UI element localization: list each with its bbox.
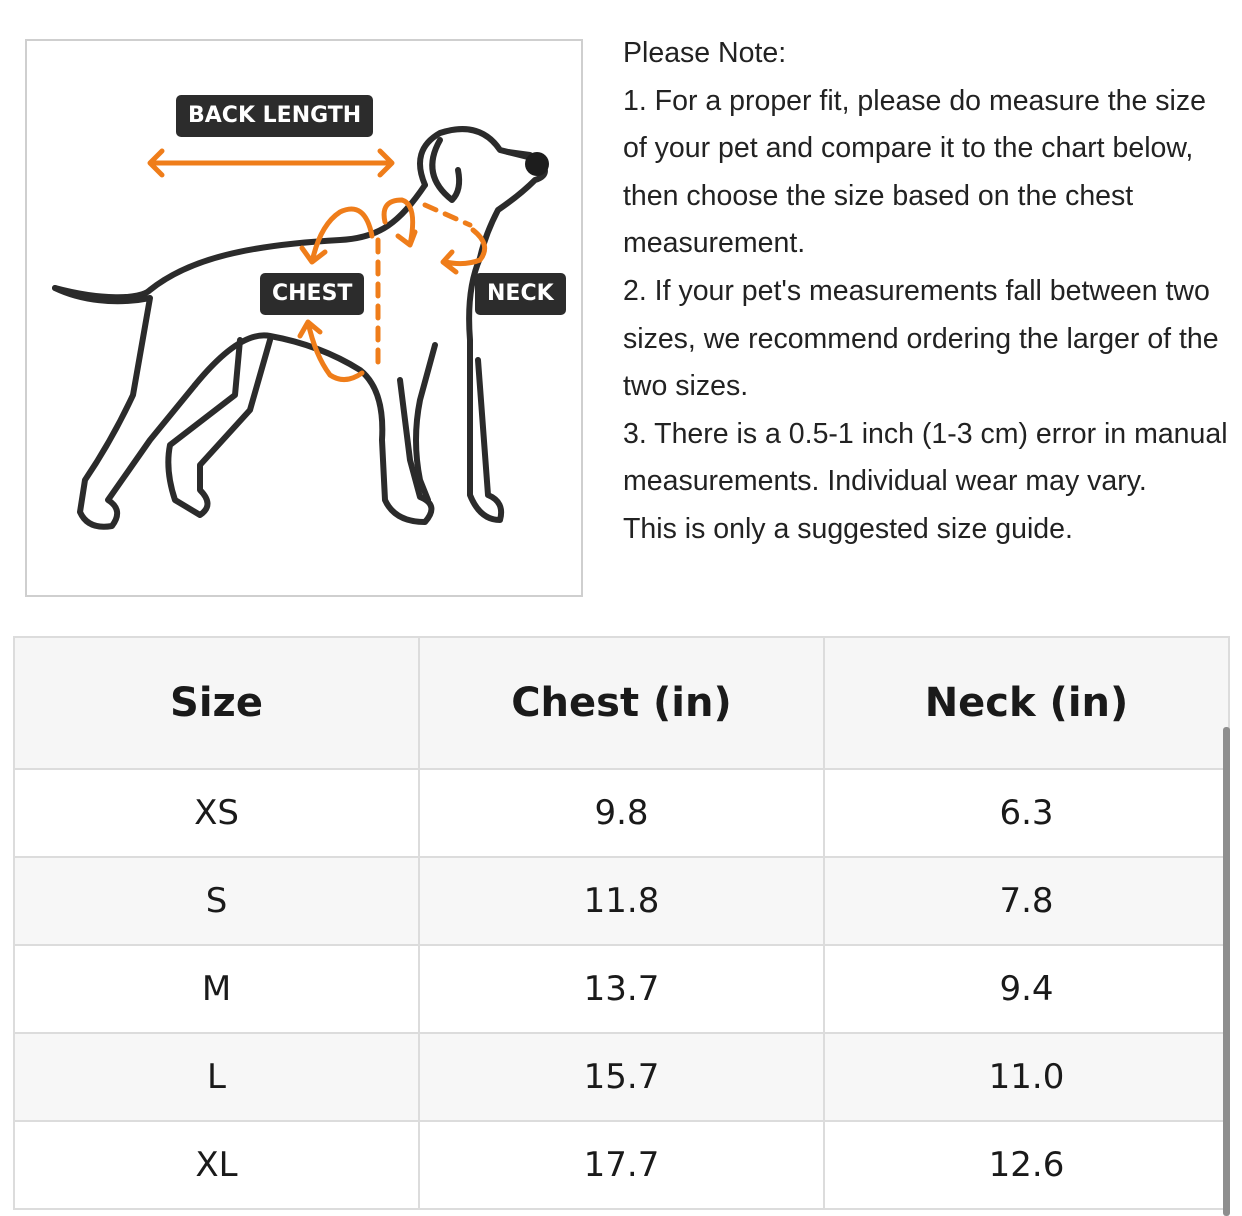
note-item: 1. For a proper fit, please do measure t… bbox=[623, 84, 1206, 260]
table-row: L 15.7 11.0 bbox=[13, 1032, 1230, 1122]
cell-chest: 11.8 bbox=[418, 856, 825, 946]
dog-outline-illustration bbox=[52, 126, 549, 530]
cell-neck: 11.0 bbox=[823, 1032, 1230, 1122]
nose-icon bbox=[525, 152, 549, 176]
cell-neck: 9.4 bbox=[823, 944, 1230, 1034]
table-header-row: Size Chest (in) Neck (in) bbox=[13, 636, 1230, 770]
cell-chest: 13.7 bbox=[418, 944, 825, 1034]
table-row: XS 9.8 6.3 bbox=[13, 768, 1230, 858]
header-size: Size bbox=[13, 636, 420, 770]
cell-size: XS bbox=[13, 768, 420, 858]
note-item: This is only a suggested size guide. bbox=[623, 512, 1073, 545]
neck-label: NECK bbox=[475, 273, 566, 315]
back-length-label: BACK LENGTH bbox=[176, 95, 374, 137]
dog-measurement-diagram: BACK LENGTH CHEST NECK bbox=[25, 39, 583, 597]
chest-label: CHEST bbox=[260, 273, 365, 315]
cell-size: L bbox=[13, 1032, 420, 1122]
header-neck: Neck (in) bbox=[823, 636, 1230, 770]
note-item: 3. There is a 0.5-1 inch (1-3 cm) error … bbox=[623, 417, 1228, 498]
cell-chest: 17.7 bbox=[418, 1120, 825, 1210]
table-row: XL 17.7 12.6 bbox=[13, 1120, 1230, 1210]
header-chest: Chest (in) bbox=[418, 636, 825, 770]
size-notes: Please Note: 1. For a proper fit, please… bbox=[623, 30, 1233, 554]
measurement-arrows bbox=[147, 148, 488, 382]
scrollbar[interactable] bbox=[1223, 727, 1230, 1216]
cell-size: M bbox=[13, 944, 420, 1034]
cell-neck: 6.3 bbox=[823, 768, 1230, 858]
note-item: 2. If your pet's measurements fall betwe… bbox=[623, 274, 1219, 403]
size-table: Size Chest (in) Neck (in) XS 9.8 6.3 S 1… bbox=[13, 636, 1230, 1210]
notes-heading: Please Note: bbox=[623, 37, 787, 69]
cell-size: S bbox=[13, 856, 420, 946]
cell-chest: 15.7 bbox=[418, 1032, 825, 1122]
table-row: M 13.7 9.4 bbox=[13, 944, 1230, 1034]
table-row: S 11.8 7.8 bbox=[13, 856, 1230, 946]
cell-chest: 9.8 bbox=[418, 768, 825, 858]
cell-size: XL bbox=[13, 1120, 420, 1210]
cell-neck: 12.6 bbox=[823, 1120, 1230, 1210]
cell-neck: 7.8 bbox=[823, 856, 1230, 946]
